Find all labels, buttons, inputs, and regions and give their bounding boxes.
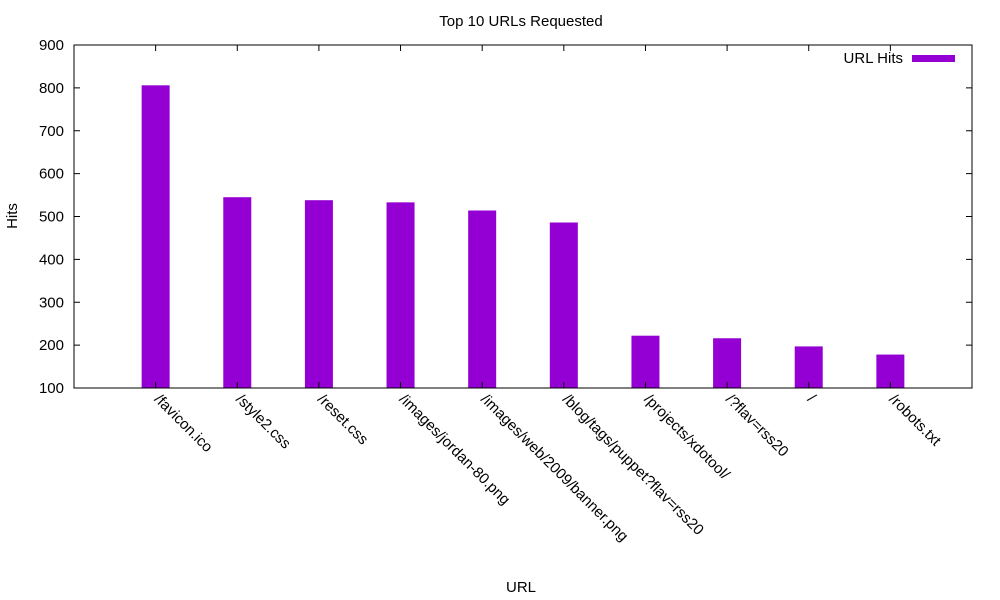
x-tick-label: /blog/tags/puppet?flav=rss20 xyxy=(559,391,707,539)
y-tick-label: 700 xyxy=(39,123,64,140)
chart-title: Top 10 URLs Requested xyxy=(439,13,602,30)
legend-label: URL Hits xyxy=(844,50,903,67)
y-tick-label: 600 xyxy=(39,166,64,183)
legend-swatch xyxy=(912,55,955,62)
y-axis: 100 200 300 400 500 600 700 800 900 xyxy=(39,37,972,397)
x-tick-label: /style2.css xyxy=(232,391,294,453)
y-tick-label: 800 xyxy=(39,80,64,97)
x-tick-label: /?flav=rss20 xyxy=(722,391,792,461)
bar xyxy=(386,202,415,388)
x-tick-label: /images/web/2009/banner.png xyxy=(477,391,631,545)
x-axis-label: URL xyxy=(506,579,536,596)
bar xyxy=(549,222,578,388)
y-tick-label: 200 xyxy=(39,337,64,354)
bar xyxy=(304,200,333,388)
x-tick-label: /reset.css xyxy=(314,391,371,448)
bar xyxy=(141,85,170,389)
bar xyxy=(223,197,252,388)
legend: URL Hits xyxy=(844,50,955,67)
y-tick-label: 900 xyxy=(39,37,64,54)
x-tick-label: / xyxy=(804,391,820,407)
y-axis-label: Hits xyxy=(4,203,21,229)
bar xyxy=(794,346,823,388)
y-tick-label: 500 xyxy=(39,209,64,226)
bar xyxy=(631,335,660,388)
x-tick-label: /robots.txt xyxy=(886,391,945,450)
x-tick-label: /favicon.ico xyxy=(151,391,216,456)
x-tick-label: /projects/xdotool/ xyxy=(641,391,734,484)
x-axis: /favicon.ico/style2.css/reset.css/images… xyxy=(151,45,945,545)
bar xyxy=(468,210,497,388)
bars xyxy=(141,85,905,389)
bar xyxy=(713,338,742,388)
y-tick-label: 300 xyxy=(39,294,64,311)
y-tick-label: 400 xyxy=(39,251,64,268)
y-tick-label: 100 xyxy=(39,380,64,397)
plot-frame xyxy=(73,44,973,389)
